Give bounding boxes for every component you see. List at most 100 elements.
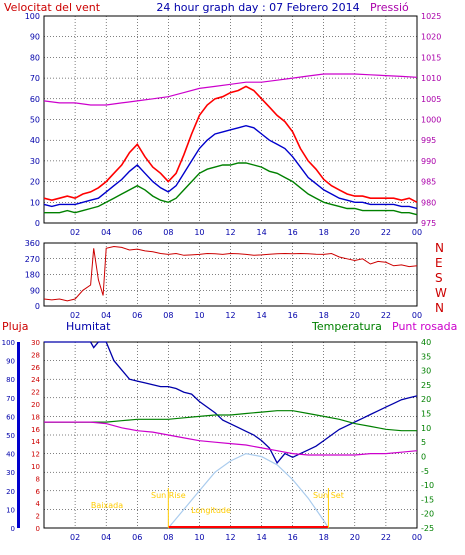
wind-x-tick-label: 12 xyxy=(225,228,235,237)
hum-x-tick-label: 20 xyxy=(350,533,360,542)
temperature-y-tick-label: -15 xyxy=(421,495,434,504)
temperature-y-tick-label: 25 xyxy=(421,381,431,390)
direction-x-tick-label: 08 xyxy=(163,311,173,320)
wind-min-line xyxy=(44,162,418,216)
direction-y-tick-label: 0 xyxy=(35,302,40,311)
hum-x-tick-label: 04 xyxy=(101,533,111,542)
pressure-y-tick-label: 1005 xyxy=(421,95,441,104)
direction-y-tick-label: 360 xyxy=(25,239,40,248)
header-left-label: Velocitat del vent xyxy=(4,1,101,14)
temperature-y-tick-label: 35 xyxy=(421,352,431,361)
temperature-y-tick-label: -25 xyxy=(421,524,434,533)
humidity-y-tick-label: 0 xyxy=(11,525,15,533)
pressure-y-tick-label: 1015 xyxy=(421,53,441,62)
direction-x-tick-label: 02 xyxy=(70,311,80,320)
rain-label: Pluja xyxy=(2,320,28,333)
humidity-temp-panel: 0246810121416182022242628300102030405060… xyxy=(2,338,434,542)
pressure-y-tick-label: 1000 xyxy=(421,116,441,125)
direction-x-tick-label: 20 xyxy=(350,311,360,320)
humidity-line xyxy=(44,341,418,465)
humidity-y-tick-label: 70 xyxy=(6,395,15,403)
dew-point-label: Punt rosada xyxy=(392,320,457,333)
humidity-y-tick-label: 50 xyxy=(6,432,15,440)
hum-x-tick-label: 06 xyxy=(132,533,142,542)
pressure-y-tick-label: 1025 xyxy=(421,12,441,21)
rain-y-tick-label: 12 xyxy=(31,451,40,459)
wind-y-tick-label: 50 xyxy=(30,116,40,125)
hum-x-tick-label: 14 xyxy=(256,533,266,542)
wind-x-tick-label: 14 xyxy=(256,228,266,237)
wind-x-tick-label: 02 xyxy=(70,228,80,237)
hum-x-tick-label: 00 xyxy=(412,533,422,542)
temperature-y-tick-label: -10 xyxy=(421,481,434,490)
temperature-y-tick-label: 30 xyxy=(421,367,431,376)
temperature-y-tick-label: 15 xyxy=(421,410,431,419)
header-right-label: Pressió xyxy=(370,1,409,14)
humidity-y-tick-label: 40 xyxy=(6,451,15,459)
humidity-y-tick-label: 20 xyxy=(6,488,15,496)
sunrise-label: Sun Rise xyxy=(151,491,186,500)
pressure-y-tick-label: 990 xyxy=(421,157,436,166)
compass-letter: E xyxy=(435,256,443,270)
wind-y-tick-label: 20 xyxy=(30,178,40,187)
rain-y-tick-label: 18 xyxy=(31,413,40,421)
temperature-label: Temperatura xyxy=(311,320,382,333)
wind-y-tick-label: 10 xyxy=(30,198,40,207)
rain-y-tick-label: 16 xyxy=(31,426,40,434)
wind-avg-line xyxy=(43,124,418,210)
sunset-label: Sun Set xyxy=(313,491,344,500)
compass-letter: N xyxy=(435,301,444,315)
direction-y-tick-label: 90 xyxy=(30,286,40,295)
wind-y-tick-label: 80 xyxy=(30,53,40,62)
hum-x-tick-label: 08 xyxy=(163,533,173,542)
direction-x-tick-label: 12 xyxy=(225,311,235,320)
rain-y-tick-label: 22 xyxy=(31,389,40,397)
temperature-y-tick-label: -5 xyxy=(421,467,429,476)
temperature-y-tick-label: 5 xyxy=(421,438,426,447)
direction-x-tick-label: 04 xyxy=(101,311,111,320)
rain-y-tick-label: 30 xyxy=(31,339,40,347)
rain-y-tick-label: 2 xyxy=(36,513,40,521)
compass-letter: W xyxy=(435,286,447,300)
rain-y-tick-label: 6 xyxy=(36,488,41,496)
annotation-longitude: Longitude xyxy=(191,506,231,515)
wind-x-tick-label: 20 xyxy=(350,228,360,237)
wind-x-tick-label: 10 xyxy=(194,228,204,237)
direction-x-tick-label: 16 xyxy=(288,311,298,320)
direction-x-tick-label: 22 xyxy=(381,311,391,320)
header-title: 24 hour graph day : 07 Febrero 2014 xyxy=(156,1,359,14)
pressure-y-tick-label: 975 xyxy=(421,219,436,228)
rain-y-tick-label: 0 xyxy=(36,525,40,533)
wind-y-tick-label: 70 xyxy=(30,74,40,83)
temperature-line xyxy=(44,410,417,432)
hum-x-tick-label: 18 xyxy=(319,533,329,542)
temperature-y-tick-label: 20 xyxy=(421,395,431,404)
temperature-y-tick-label: -20 xyxy=(421,510,434,519)
direction-x-tick-label: 06 xyxy=(132,311,142,320)
direction-y-tick-label: 180 xyxy=(25,271,40,280)
humidity-axis-bar xyxy=(17,342,20,528)
hum-x-tick-label: 10 xyxy=(194,533,204,542)
rain-y-tick-label: 24 xyxy=(31,376,40,384)
wind-y-tick-label: 30 xyxy=(30,157,40,166)
solar-arc-line xyxy=(167,452,329,529)
humidity-y-tick-label: 10 xyxy=(6,506,15,514)
rain-y-tick-label: 20 xyxy=(31,401,40,409)
rain-y-tick-label: 8 xyxy=(36,475,40,483)
wind-y-tick-label: 0 xyxy=(35,219,40,228)
wind-x-tick-label: 06 xyxy=(132,228,142,237)
wind-gust-line xyxy=(43,85,418,204)
pressure-y-tick-label: 985 xyxy=(421,178,436,187)
wind-x-tick-label: 18 xyxy=(319,228,329,237)
wind-direction-line xyxy=(43,245,418,302)
wind-pressure-panel: 0102030405060708090100975980985990995100… xyxy=(25,12,442,237)
humidity-y-tick-label: 30 xyxy=(6,469,15,477)
wind-y-tick-label: 40 xyxy=(30,136,40,145)
temperature-y-tick-label: 40 xyxy=(421,338,431,347)
wind-x-tick-label: 22 xyxy=(381,228,391,237)
wind-x-tick-label: 16 xyxy=(288,228,298,237)
hum-x-tick-label: 02 xyxy=(70,533,80,542)
